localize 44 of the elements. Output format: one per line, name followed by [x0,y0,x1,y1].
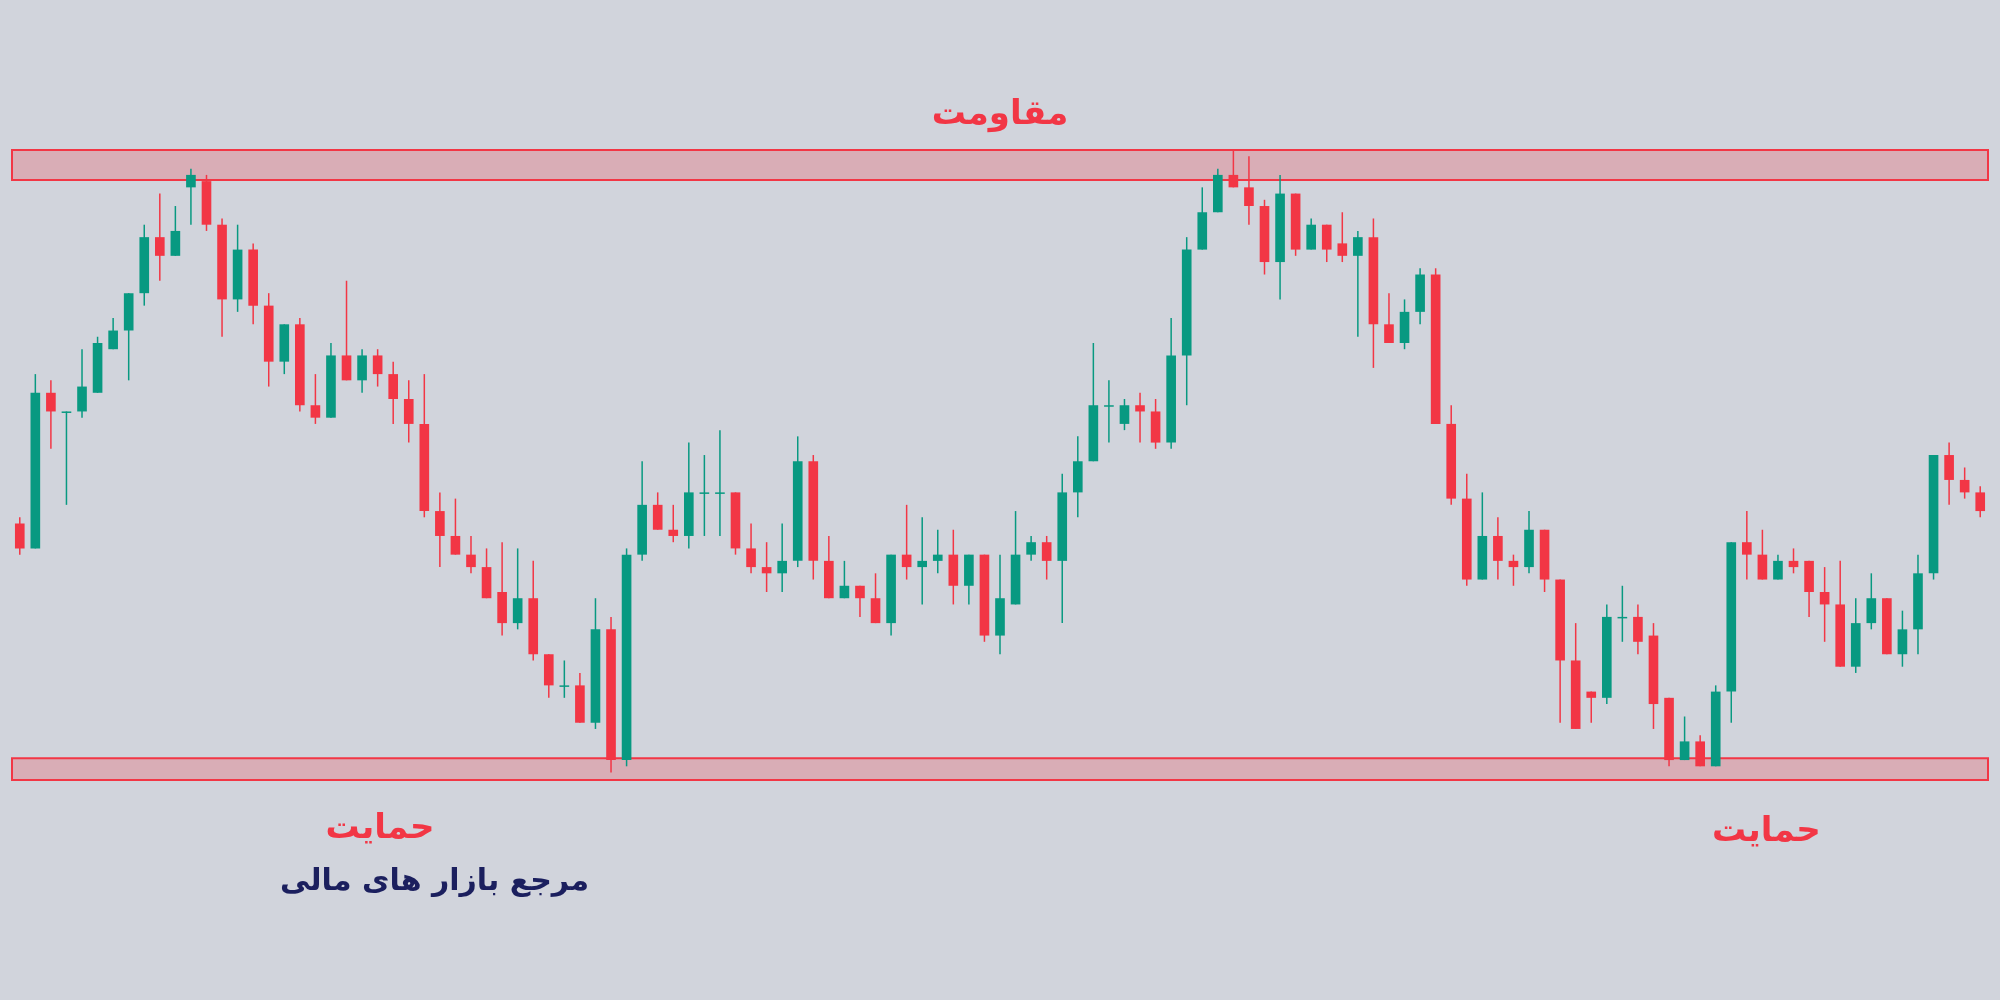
candlestick [559,659,570,699]
candlestick [1353,230,1363,338]
candlestick [1679,715,1690,761]
candlestick [450,497,461,556]
candlestick [466,535,476,575]
candlestick [839,560,850,599]
candlestick [699,454,710,537]
candlestick [1586,690,1597,724]
candlestick [1773,553,1783,581]
candlestick [1228,149,1239,189]
candlestick [310,373,321,425]
candlestick [855,585,865,618]
candlestick [1959,466,1970,500]
candlestick [1384,292,1394,344]
candlestick [917,516,928,606]
band-label: مقاومت [931,92,1069,133]
candlestick [186,167,196,226]
candlestick [1135,392,1145,444]
candlestick [1337,211,1348,263]
text: حمایت [1712,809,1821,849]
candlestick [1104,379,1114,444]
candlestick [154,192,165,282]
candlestick [1975,485,1986,519]
candlestick [1026,535,1036,562]
candlestick [372,348,383,388]
candlestick [1508,553,1519,587]
candlestick [668,504,679,543]
candlestick [715,429,725,537]
candlestick [61,410,72,506]
band-label: حمایت [325,806,435,846]
candlestick [1244,155,1254,226]
candlestick [1041,535,1052,581]
candlestick [901,504,912,581]
candlestick [108,317,118,350]
candlestick [761,541,772,593]
candlestick [1788,547,1799,575]
candlestick [1742,510,1752,581]
candlestick [1819,566,1830,643]
candlestick [1119,398,1130,431]
text: مرجع بازار های مالی [280,861,590,897]
candlestick [746,522,756,575]
candlestick [932,528,943,575]
candlestick [777,522,787,593]
candlestick [46,379,56,450]
